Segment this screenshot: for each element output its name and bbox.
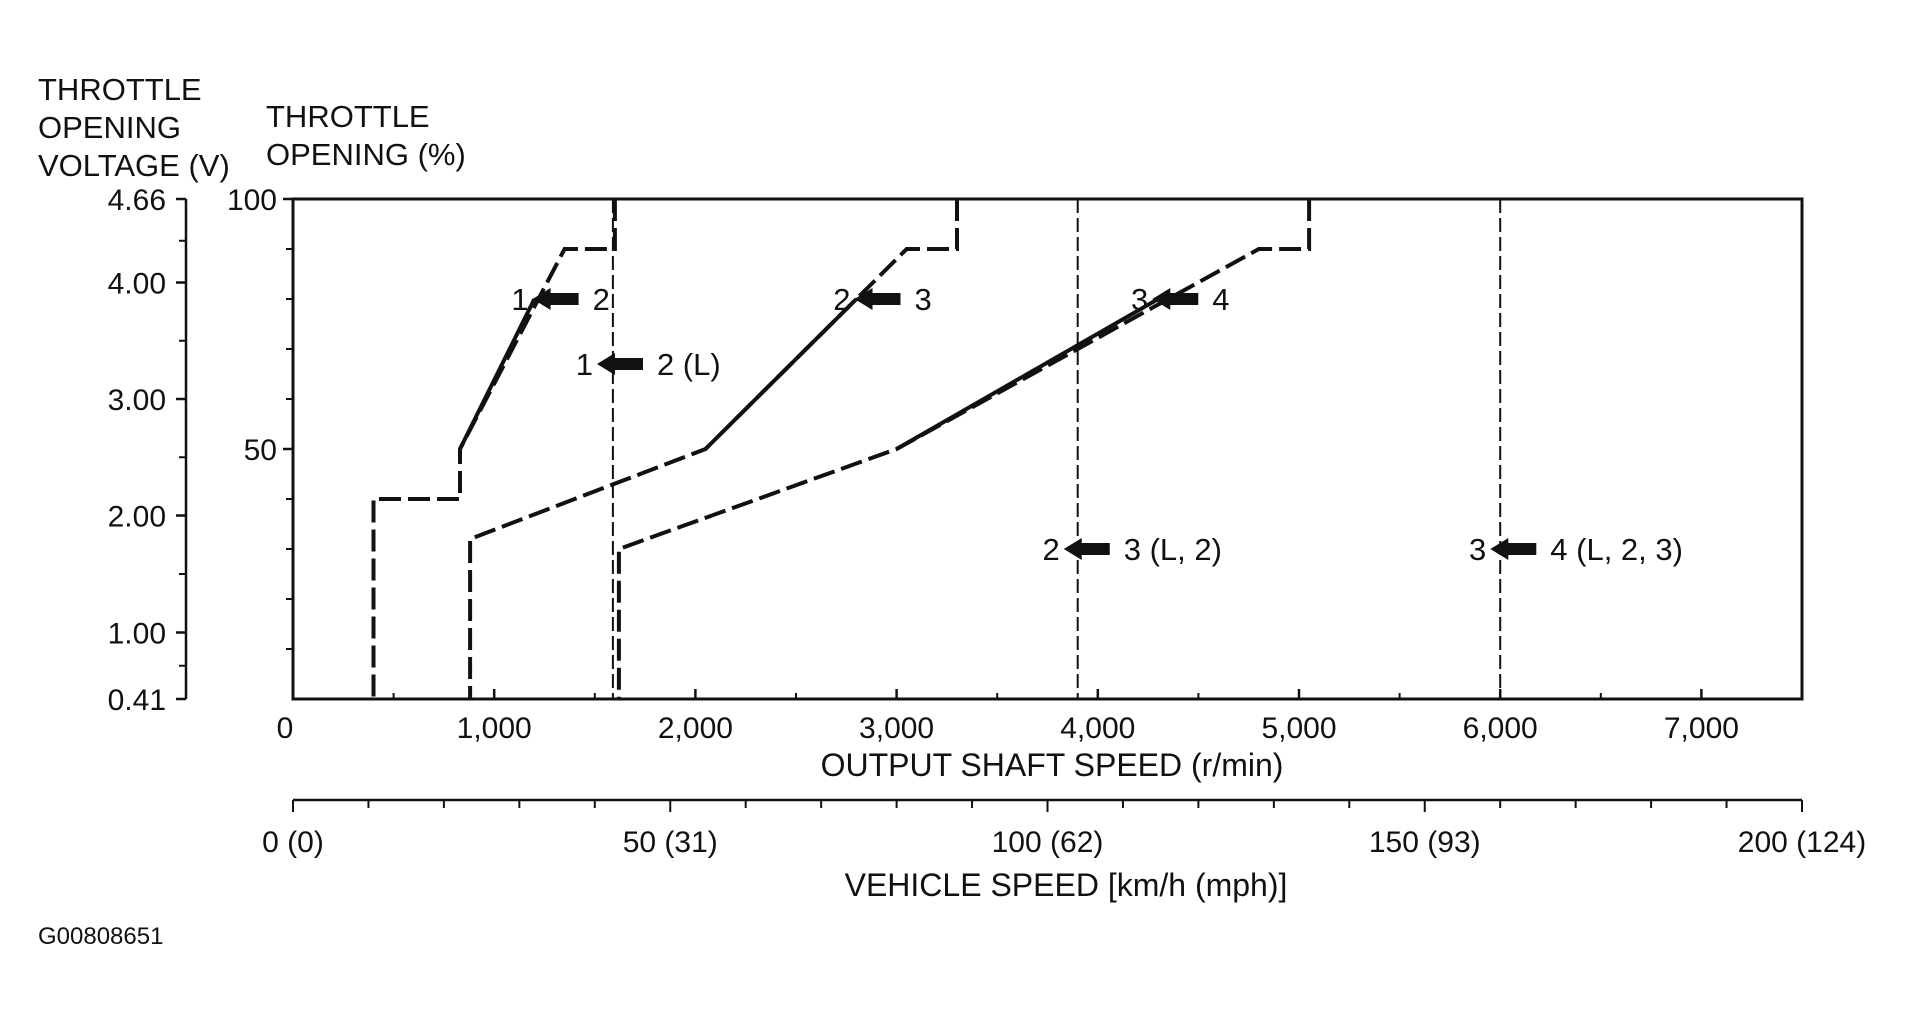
annotation-to: 4 (L, 2, 3): [1550, 532, 1683, 567]
annotation-from: 1: [511, 282, 528, 317]
throttle-title-line: THROTTLE: [266, 99, 430, 134]
annotation-from: 3: [1131, 282, 1148, 317]
vehicle-tick-label: 200 (124): [1738, 826, 1866, 859]
x-tick-label: 2,000: [658, 712, 733, 745]
series-line: [895, 297, 1160, 451]
shift-annotation: 1 2 (L): [576, 347, 721, 382]
voltage-tick-label: 1.00: [108, 618, 166, 651]
x-tick-label: 7,000: [1664, 712, 1739, 745]
x-tick-label: 6,000: [1463, 712, 1538, 745]
throttle-ticks: 100 50: [227, 184, 293, 467]
voltage-tick-label: 0.41: [108, 684, 166, 717]
voltage-ticks: 4.66 4.00 3.00 2.00 1.00 0.41: [108, 184, 186, 717]
throttle-tick-label: 50: [244, 434, 277, 467]
annotation-from: 2: [1043, 532, 1060, 567]
voltage-tick-label: 2.00: [108, 501, 166, 534]
x-tick-label: 0: [277, 712, 294, 745]
throttle-title-line: OPENING (%): [266, 137, 466, 172]
vehicle-tick-label: 100 (62): [992, 826, 1104, 859]
annotation-to: 3: [915, 282, 932, 317]
voltage-tick-label: 3.00: [108, 384, 166, 417]
shift-annotations: 1 21 2 (L)2 3 3 42 3 (L, 2) 3 4 (L, 2, 3): [511, 282, 1683, 567]
annotation-to: 4: [1212, 282, 1229, 317]
x-axis-label: OUTPUT SHAFT SPEED (r/min): [821, 747, 1284, 783]
arrow-left-icon: [854, 288, 901, 310]
arrow-left-icon: [1152, 288, 1199, 310]
annotation-from: 3: [1469, 532, 1486, 567]
arrow-left-icon: [532, 288, 579, 310]
shift-lines: [371, 199, 1502, 699]
series-line: [371, 199, 617, 699]
arrow-left-icon: [1490, 538, 1537, 560]
series-line: [616, 199, 1312, 699]
vehicle-tick-label: 0 (0): [262, 826, 324, 859]
output-shaft-ticks: 0 1,000 2,000 3,000 4,000 5,000 6,000 7,000: [277, 689, 1739, 745]
figure-id: G00808651: [38, 923, 163, 950]
x-tick-label: 4,000: [1060, 712, 1135, 745]
arrow-left-icon: [1063, 538, 1110, 560]
shift-annotation: 3 4 (L, 2, 3): [1469, 532, 1683, 567]
voltage-title-line: VOLTAGE (V): [38, 148, 230, 183]
throttle-axis-title: THROTTLE OPENING (%): [266, 99, 466, 172]
voltage-tick-label: 4.00: [108, 268, 166, 301]
annotation-to: 2: [593, 282, 610, 317]
annotation-to: 3 (L, 2): [1124, 532, 1222, 567]
arrow-left-icon: [596, 353, 643, 375]
series-line: [468, 199, 959, 699]
vehicle-tick-label: 50 (31): [623, 826, 718, 859]
vehicle-tick-label: 150 (93): [1369, 826, 1481, 859]
voltage-axis-title: THROTTLE OPENING VOLTAGE (V): [38, 72, 230, 183]
x-tick-label: 5,000: [1261, 712, 1336, 745]
shift-annotation: 2 3 (L, 2): [1043, 532, 1222, 567]
x-tick-label: 1,000: [457, 712, 532, 745]
voltage-title-line: THROTTLE: [38, 72, 202, 107]
annotation-from: 2: [833, 282, 850, 317]
series-line: [458, 298, 537, 450]
voltage-title-line: OPENING: [38, 110, 181, 145]
series-line: [704, 297, 858, 451]
vehicle-speed-ticks: 0 (0) 50 (31) 100 (62) 150 (93) 200 (124): [262, 800, 1866, 859]
voltage-tick-label: 4.66: [108, 184, 166, 217]
x-tick-label: 3,000: [859, 712, 934, 745]
annotation-to: 2 (L): [657, 347, 721, 382]
vehicle-axis-label: VEHICLE SPEED [km/h (mph)]: [845, 867, 1288, 903]
throttle-tick-label: 100: [227, 184, 277, 217]
annotation-from: 1: [576, 347, 593, 382]
plot-frame: [291, 197, 1804, 701]
